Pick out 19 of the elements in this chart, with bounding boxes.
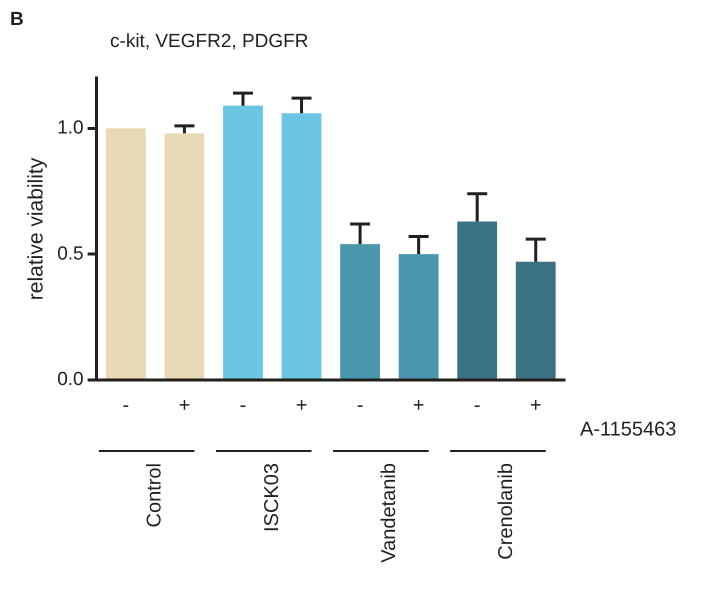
y-axis-title: relative viability: [24, 157, 48, 300]
text: A-1155463: [580, 418, 676, 441]
text: Vandetanib: [378, 463, 400, 563]
x-tick-label: -: [356, 394, 364, 417]
x-tick-label: +: [412, 394, 424, 417]
x-tick-label: -: [240, 394, 246, 417]
x-tick-label: +: [530, 394, 542, 417]
text: B: [10, 9, 24, 30]
y-tick-label: 0.0: [57, 369, 84, 390]
chart-title: c-kit, VEGFR2, PDGFR: [110, 31, 308, 52]
text: Crenolanib: [494, 463, 517, 560]
y-tick-label: 0.5: [57, 243, 84, 264]
text: Control: [144, 463, 166, 528]
x-tick-label: -: [122, 394, 130, 417]
x-tick-label: -: [474, 394, 481, 417]
y-tick-label: 1.0: [57, 118, 84, 139]
x-tick-label: +: [178, 394, 190, 417]
text: ISCK03: [260, 463, 283, 532]
x-tick-label: +: [296, 394, 308, 417]
